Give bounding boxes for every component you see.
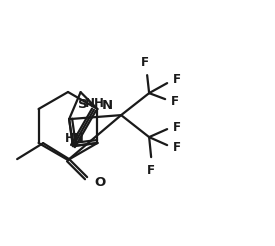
Text: F: F <box>147 164 155 177</box>
Text: HN: HN <box>65 132 85 145</box>
Text: F: F <box>171 95 179 108</box>
Text: N: N <box>102 99 113 112</box>
Text: S: S <box>78 98 87 111</box>
Text: O: O <box>94 176 105 189</box>
Text: F: F <box>173 73 181 86</box>
Text: F: F <box>141 56 149 69</box>
Text: F: F <box>173 141 181 154</box>
Text: NH: NH <box>85 97 105 110</box>
Text: F: F <box>173 121 181 134</box>
